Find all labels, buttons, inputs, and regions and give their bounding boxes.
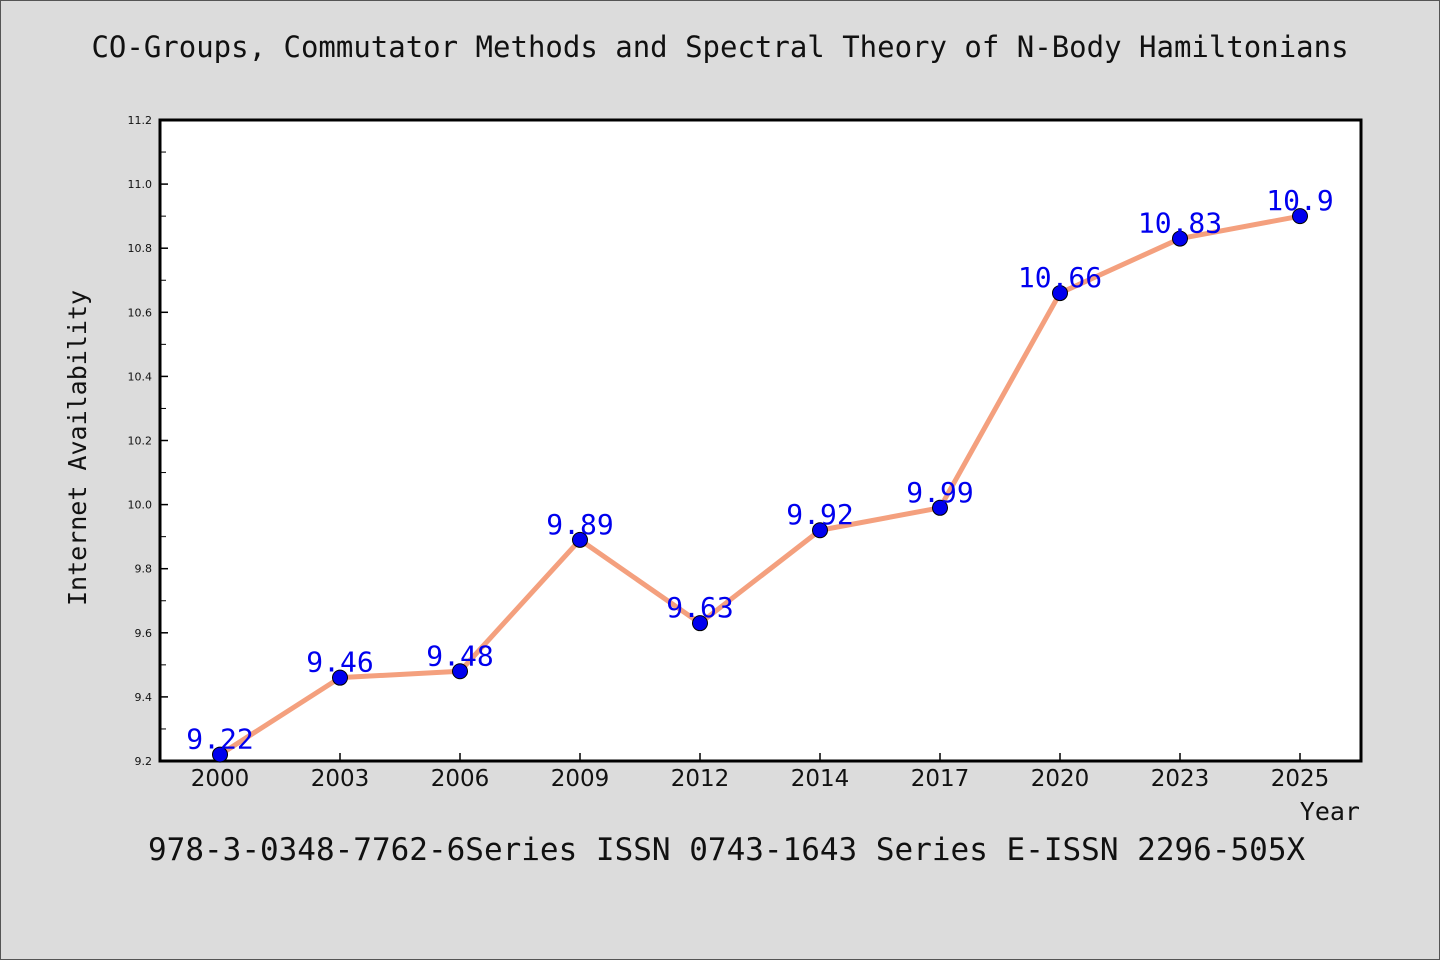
- data-label: 10.83: [1138, 207, 1222, 240]
- x-tick-label: 2003: [311, 766, 370, 792]
- y-tick-label: 10.0: [128, 499, 153, 512]
- data-point-marker: [452, 663, 468, 680]
- data-label: 9.89: [546, 508, 613, 541]
- data-point-marker: [932, 499, 948, 516]
- data-point-marker: [1292, 208, 1308, 225]
- x-tick-label: 2000: [191, 766, 250, 792]
- y-tick-label: 9.2: [135, 755, 153, 768]
- x-tick-label: 2009: [551, 766, 610, 792]
- data-point-marker: [572, 531, 588, 548]
- y-tick-label: 9.8: [135, 563, 153, 576]
- data-point-marker: [1052, 285, 1068, 302]
- plot-area: [158, 118, 1363, 763]
- data-label: 9.22: [186, 723, 253, 756]
- x-axis-label: Year: [1300, 797, 1360, 826]
- y-tick-label: 10.6: [128, 306, 153, 319]
- data-point-marker: [332, 669, 348, 686]
- y-tick-label: 9.6: [135, 627, 153, 640]
- y-axis: 9.2 9.4 9.6 9.8 10.0 10.2 10.4 10.6 10.8 11.0 11.2: [128, 114, 168, 768]
- data-label: 10.9: [1266, 184, 1333, 217]
- data-label: 9.99: [906, 476, 973, 509]
- y-axis-label: Internet Availability: [63, 290, 92, 606]
- x-tick-label: 2023: [1151, 766, 1210, 792]
- y-tick-label: 11.2: [128, 114, 153, 127]
- x-tick-label: 2006: [431, 766, 490, 792]
- y-tick-label: 10.8: [128, 242, 153, 255]
- x-tick-label: 2025: [1271, 766, 1330, 792]
- data-point-marker: [1172, 230, 1188, 247]
- data-point-marker: [212, 746, 228, 763]
- x-tick-label: 2020: [1031, 766, 1090, 792]
- data-points: [212, 208, 1308, 763]
- data-point-marker: [692, 615, 708, 632]
- data-label: 9.46: [306, 646, 373, 679]
- data-label: 9.48: [426, 639, 493, 672]
- chart-title: CO-Groups, Commutator Methods and Spectr…: [91, 30, 1349, 64]
- data-label: 10.66: [1018, 261, 1102, 294]
- x-tick-label: 2017: [911, 766, 970, 792]
- y-tick-label: 10.2: [128, 435, 153, 448]
- x-tick-label: 2014: [791, 766, 850, 792]
- x-axis: 2000 2003 2006 2009 2012 2014 2017 2020 2023 2025: [191, 753, 1330, 792]
- y-tick-label: 9.4: [135, 691, 153, 704]
- y-tick-label: 10.4: [128, 370, 153, 383]
- data-label: 9.63: [666, 591, 733, 624]
- data-point-marker: [812, 522, 828, 539]
- series-line: [218, 213, 1301, 757]
- footer-isbn-text: 978-3-0348-7762-6Series ISSN 0743-1643 S…: [148, 832, 1306, 868]
- y-tick-label: 11.0: [128, 178, 153, 191]
- data-labels: 9.22 9.46 9.48 9.89 9.63 9.92 9.99 10.66 10.83 10…: [186, 184, 1333, 755]
- x-tick-label: 2012: [671, 766, 730, 792]
- data-label: 9.92: [786, 498, 853, 531]
